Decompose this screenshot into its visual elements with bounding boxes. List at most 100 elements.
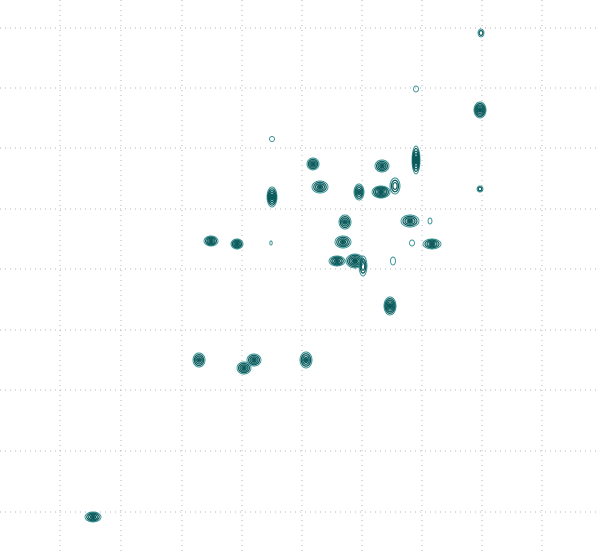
contour-core [311, 162, 315, 166]
contour-peak [246, 353, 262, 367]
contour-ring [251, 357, 257, 363]
contour-ring [206, 237, 216, 245]
contour-peak [84, 511, 102, 523]
contour-ring [477, 186, 483, 192]
contour-peak [400, 214, 420, 228]
contour-ring [386, 301, 394, 311]
contour-ring [402, 215, 418, 227]
contour-ring [411, 145, 421, 175]
contour-peak [230, 238, 244, 250]
contour-ring [233, 240, 241, 248]
contour-ring [409, 239, 415, 247]
contour-ring [358, 255, 368, 277]
contour-core [357, 190, 361, 194]
contour-ring [338, 214, 352, 230]
contour-core [270, 194, 274, 200]
contour-ring [333, 258, 341, 264]
contour-ring [476, 185, 484, 193]
contour-ring [86, 512, 100, 522]
contour-ring [354, 185, 364, 199]
contour-peak [473, 101, 487, 119]
contour-ring [203, 235, 219, 247]
contour-peak [411, 145, 421, 175]
contour-ring [241, 365, 247, 371]
contour-ring [330, 256, 344, 266]
contour-ring [246, 353, 262, 367]
contour-core [388, 303, 392, 309]
contour-core [318, 185, 322, 189]
contour-peak [311, 180, 329, 194]
contour-ring [339, 239, 347, 245]
contour-ring [371, 185, 391, 199]
contour-ring [230, 238, 244, 250]
contour-ring [379, 163, 385, 169]
contour-ring [475, 104, 485, 116]
contour-peak [390, 256, 396, 266]
contour-ring [426, 240, 438, 248]
contour-peak [236, 361, 252, 375]
contour-ring [249, 356, 259, 364]
contour-peak [353, 183, 365, 201]
contour-ring [234, 241, 240, 247]
contour-peak [477, 28, 485, 38]
contour-peak [269, 240, 273, 246]
contour-core [235, 242, 239, 246]
contour-ring [314, 183, 326, 191]
contour-ring [355, 186, 363, 198]
contour-ring [339, 215, 351, 229]
contour-ring [299, 351, 313, 369]
contour-ring [311, 180, 329, 194]
contour-ring [237, 362, 251, 374]
contour-ring [377, 189, 385, 195]
contour-peak [269, 136, 275, 142]
contour-peak [371, 185, 391, 199]
contour-ring [356, 188, 362, 196]
contour-ring [208, 238, 214, 244]
contour-core [341, 240, 345, 244]
contour-peak [476, 185, 484, 193]
contour-peak [409, 239, 415, 247]
contour-ring [477, 107, 483, 113]
contour-ring [270, 193, 274, 201]
contour-ring [267, 188, 277, 206]
contour-ring [204, 236, 218, 246]
contour-ring [478, 30, 484, 37]
contour-ring [310, 161, 316, 167]
contour-ring [473, 101, 487, 119]
contour-peak [334, 235, 352, 249]
contour-peak [427, 217, 433, 225]
contour-ring [427, 217, 433, 225]
contour-core [407, 219, 413, 223]
contour-ring [269, 191, 275, 203]
contour-ring [412, 147, 420, 173]
contour-ring [374, 187, 388, 197]
contour-core [197, 358, 201, 362]
contour-ring [400, 214, 420, 228]
contour-ring [414, 155, 418, 165]
contour-peak [422, 238, 442, 250]
contour-ring [334, 235, 352, 249]
contour-ring [307, 158, 319, 170]
contour-ring [424, 239, 440, 249]
contour-ring [404, 217, 416, 225]
contour-ring [428, 241, 436, 247]
peaks [84, 28, 487, 523]
contour-ring [231, 239, 243, 249]
contour-ring [313, 181, 327, 193]
contour-ring [360, 261, 366, 271]
contour-peak [413, 85, 419, 93]
contour-peak [192, 352, 206, 368]
contour-ring [266, 186, 278, 208]
contour-peak [358, 255, 368, 277]
contour-ring [306, 157, 320, 171]
contour-ring [300, 353, 312, 367]
contour-ring [413, 153, 419, 167]
contour-core [378, 190, 384, 194]
contour-ring [345, 253, 365, 269]
contour-core [478, 108, 482, 112]
contour-peak [383, 296, 397, 316]
contour-ring [268, 190, 276, 204]
contour-ring [192, 352, 206, 368]
contour-ring [269, 136, 275, 142]
contour-ring [89, 514, 97, 520]
